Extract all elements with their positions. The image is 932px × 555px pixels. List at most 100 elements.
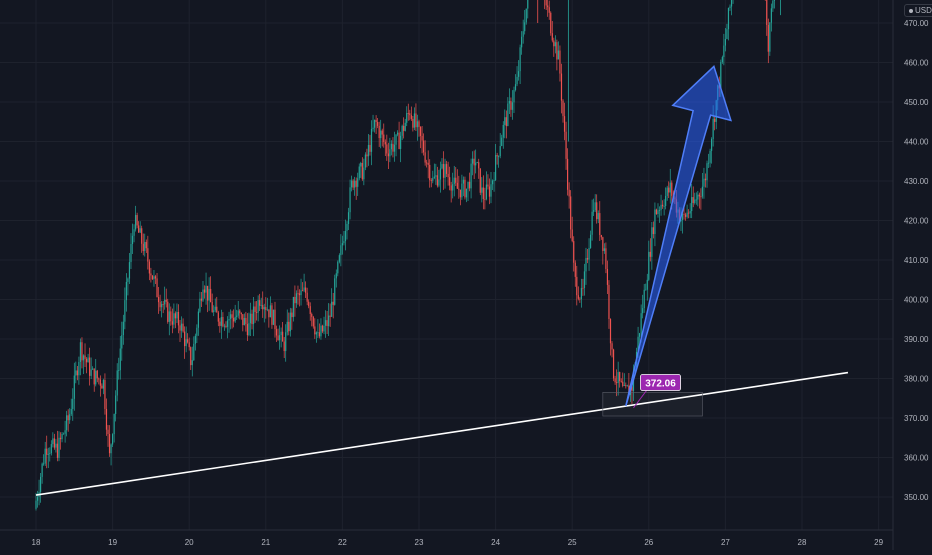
candle-body [594,202,596,211]
candle-up [485,171,488,201]
projection-arrow [625,65,733,407]
candle-body [501,137,503,147]
candle-body [473,158,475,166]
candle-body [291,312,293,318]
candle-body [141,228,143,244]
candle-up [643,283,645,313]
candles [35,0,776,511]
candle-body [596,202,598,220]
candle-body [586,258,589,260]
candle-down [256,300,258,321]
candle-body [611,343,613,350]
candle-body [346,223,348,231]
candle-up [467,181,469,201]
candle-down [89,347,91,386]
candle-body [320,325,322,337]
candle-up [278,325,281,350]
candle-up [220,309,222,339]
candle-body [545,0,547,6]
candle-down [67,409,69,432]
candle-down [488,178,491,205]
candle-body [424,152,426,163]
candle-up [493,172,495,192]
candle-down [614,375,616,385]
candle-up [441,158,443,170]
candle-body [660,204,662,211]
candle-body [95,370,97,385]
candle-up [380,119,382,149]
candle-down [616,369,618,397]
candle-up [280,327,282,348]
candle-up [501,134,503,147]
candle-body [556,42,558,60]
candle-up [507,97,509,127]
y-tick-label: 460.00 [904,59,929,68]
candle-body [139,228,141,233]
candle-body [684,214,687,217]
candle-body [213,310,215,312]
candle-body [116,370,118,396]
candle-body [228,318,230,321]
candle-down [450,181,452,203]
candle-body [577,295,579,299]
candle-body [269,305,271,318]
candle-body [614,378,616,383]
candle-down [478,158,480,179]
candle-body [89,357,91,376]
candle-down [392,137,394,158]
candle-body [459,189,461,198]
candle-up [331,288,333,317]
candle-body [505,117,507,126]
candle-body [485,184,488,200]
candle-up [44,441,46,466]
candle-body [406,113,408,123]
candle-down [418,119,420,137]
candle-body [56,443,59,458]
candle-up [651,221,653,270]
candle-down [375,115,377,134]
candle-down [184,326,186,359]
candle-up [772,0,774,12]
candle-up [360,161,362,178]
candle-body [108,434,111,454]
candle-down [366,148,368,168]
candle-body [305,287,307,293]
candle-up [269,296,271,318]
candle-down [563,102,566,141]
candle-down [565,121,567,170]
candle-down [551,21,553,43]
candle-down [53,433,55,450]
candle-down [240,312,242,320]
candle-body [576,276,578,296]
candle-body [167,301,169,322]
candle-body [450,185,452,191]
currency-selector[interactable]: USD [904,4,932,17]
candle-body [148,261,150,274]
candle-body [102,380,105,389]
candle-body [101,385,103,389]
candle-up [110,443,112,466]
candle-body [490,184,492,197]
candle-up [389,137,391,163]
candle-up [180,316,183,338]
candle-down [154,274,157,285]
candle-body [527,0,529,9]
candle-body [465,188,468,198]
y-tick-label: 360.00 [904,454,929,463]
candle-body [573,241,575,263]
candle-up [372,114,374,132]
candle-up [41,462,43,484]
candle-body [312,316,314,327]
candle-up [124,287,126,330]
candle-up [554,35,556,54]
candle-down [468,172,471,192]
candle-down [314,318,316,339]
candle-up [723,33,725,66]
candle-down [458,175,460,199]
candle-up [727,7,730,41]
candle-body [69,414,71,421]
y-tick-label: 390.00 [904,335,929,344]
